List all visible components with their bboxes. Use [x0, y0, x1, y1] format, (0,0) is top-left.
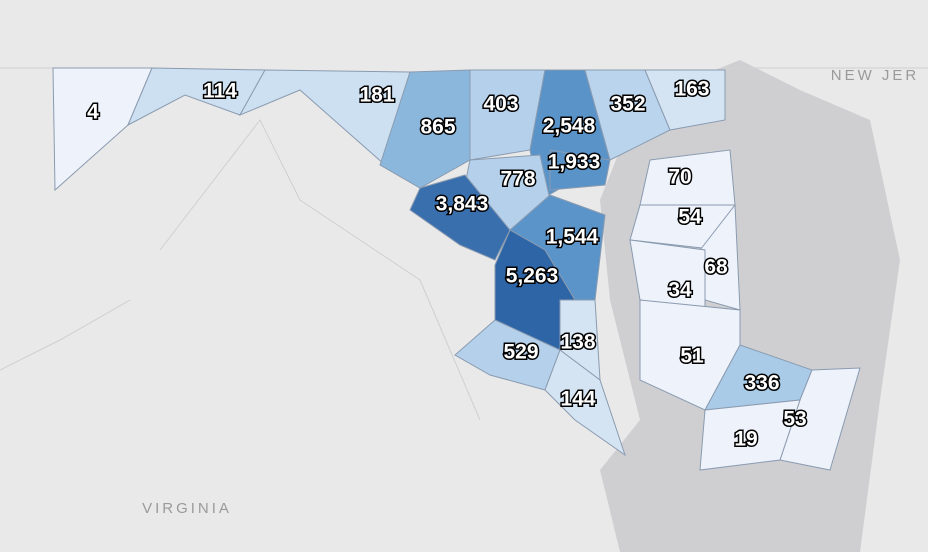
count-label: 403	[483, 93, 518, 116]
count-label: 19	[734, 428, 757, 451]
count-label: 68	[704, 256, 728, 279]
count-label: 54	[678, 206, 702, 229]
count-label: 51	[680, 345, 704, 368]
count-label: 529	[503, 341, 538, 364]
count-label: 163	[674, 78, 709, 101]
count-label: 53	[783, 408, 806, 431]
count-label: 114	[203, 80, 237, 103]
count-label: 4	[87, 101, 99, 124]
count-label: 70	[668, 166, 691, 189]
county	[699, 399, 801, 471]
count-label: 34	[668, 279, 692, 302]
count-label: 181	[359, 84, 394, 107]
county	[126, 67, 266, 127]
count-label: 865	[420, 116, 455, 139]
county	[379, 69, 471, 189]
count-label: 352	[610, 93, 645, 116]
counties	[52, 67, 861, 471]
count-label: 5,263	[506, 265, 559, 288]
county	[779, 367, 861, 471]
county	[549, 149, 611, 191]
count-label: 138	[560, 331, 595, 354]
count-label: 2,548	[543, 115, 596, 138]
count-label: 144	[560, 388, 595, 411]
county	[454, 319, 561, 391]
count-label: 1,544	[546, 226, 599, 249]
place-label: VIRGINIA	[142, 500, 232, 517]
count-label: 778	[500, 168, 535, 191]
county	[238, 69, 411, 166]
count-label: 3,843	[436, 193, 489, 216]
boundary	[0, 67, 928, 421]
labels: 4 114 181 865 403 2,548 352 163 1,933 778 3,843 1,5…	[86, 76, 809, 452]
county	[544, 349, 626, 457]
county	[409, 174, 511, 261]
place-label: NEW JER	[831, 67, 920, 84]
count-label: 1,933	[548, 151, 601, 174]
county	[644, 69, 726, 131]
count-label: 336	[744, 372, 779, 395]
